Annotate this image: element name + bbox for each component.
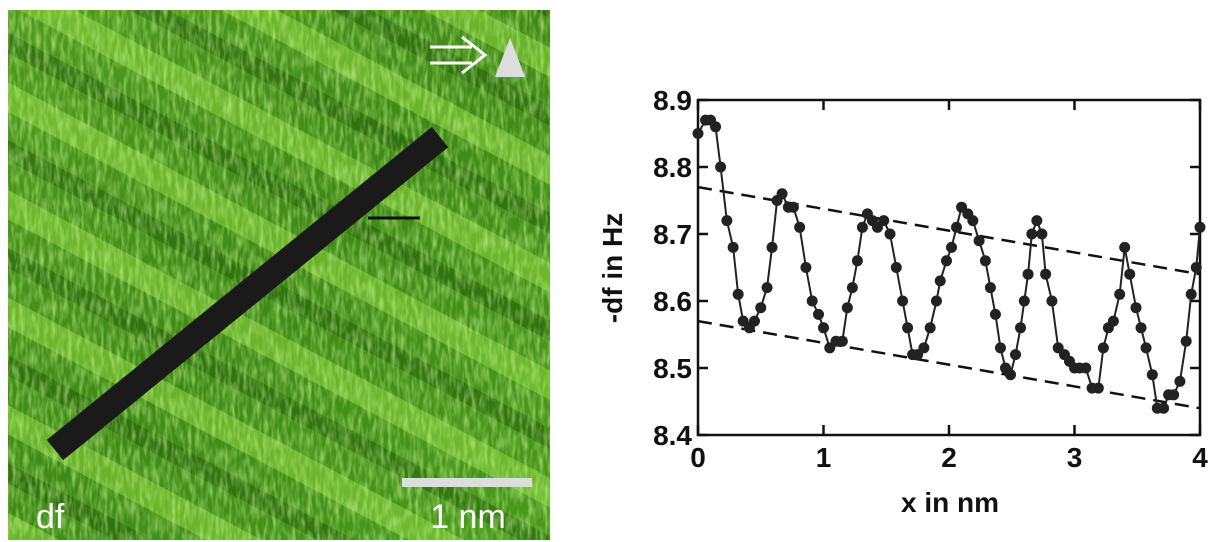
data-point xyxy=(794,221,806,233)
data-point xyxy=(1194,221,1206,233)
data-point xyxy=(710,121,722,133)
data-point xyxy=(1026,228,1038,240)
data-point xyxy=(1015,322,1027,334)
data-point xyxy=(715,161,727,173)
data-point xyxy=(924,322,936,334)
data-point xyxy=(1168,389,1180,401)
arrow xyxy=(430,35,488,75)
data-point xyxy=(1092,382,1104,394)
data-point xyxy=(1022,268,1034,280)
data-point xyxy=(946,241,958,253)
data-point xyxy=(989,308,1001,320)
data-point xyxy=(776,188,788,200)
data-point xyxy=(1031,215,1043,227)
data-point xyxy=(1046,295,1058,307)
data-point xyxy=(851,255,863,267)
data-point xyxy=(856,221,868,233)
y-tick-label: 8.9 xyxy=(653,85,692,116)
scale-bar-label: 1 nm xyxy=(430,498,506,536)
data-point xyxy=(1040,268,1052,280)
x-axis-label: x in nm xyxy=(901,487,999,518)
data-point xyxy=(1180,335,1192,347)
data-point xyxy=(836,335,848,347)
data-point xyxy=(973,235,985,247)
data-point xyxy=(727,241,739,253)
data-point xyxy=(755,302,767,314)
scale-bar xyxy=(402,478,532,487)
data-point xyxy=(918,342,930,354)
data-point xyxy=(818,322,829,334)
y-tick-label: 8.8 xyxy=(653,152,692,183)
data-point xyxy=(806,295,818,307)
data-point xyxy=(1174,375,1186,387)
data-point xyxy=(761,282,773,294)
y-tick-label: 8.6 xyxy=(653,286,692,317)
data-point xyxy=(984,282,996,294)
x-tick-label: 1 xyxy=(816,442,832,473)
data-point xyxy=(787,201,799,213)
data-point xyxy=(1146,369,1158,381)
data-point xyxy=(1119,241,1131,253)
y-tick-label: 8.4 xyxy=(653,420,692,451)
data-point xyxy=(1004,369,1016,381)
data-point xyxy=(800,262,812,273)
data-point xyxy=(748,315,760,327)
data-point xyxy=(1107,315,1119,327)
plot-frame xyxy=(696,98,1202,437)
data-point xyxy=(1190,262,1202,273)
data-point xyxy=(1097,342,1109,354)
x-tick-label: 4 xyxy=(1192,442,1208,473)
data-point xyxy=(878,215,890,227)
afm-image: 1 nm df xyxy=(8,10,550,540)
scan-direction-icon xyxy=(430,35,525,77)
tip-triangle xyxy=(495,38,525,77)
data-point xyxy=(890,262,902,273)
data-point xyxy=(1158,402,1170,414)
data-point xyxy=(766,241,778,253)
data-point xyxy=(841,302,853,314)
data-point xyxy=(692,128,704,139)
data-point xyxy=(897,295,909,307)
data-point xyxy=(951,221,963,233)
data-point xyxy=(732,288,744,300)
data-point xyxy=(1080,362,1092,374)
data-point xyxy=(721,215,733,227)
data-point xyxy=(1140,342,1152,354)
data-point xyxy=(1114,288,1126,300)
x-tick-label: 3 xyxy=(1067,442,1083,473)
profile-line xyxy=(46,126,449,461)
data-point xyxy=(1036,228,1048,240)
data-point xyxy=(1130,302,1142,314)
data-point xyxy=(902,322,914,334)
data-point xyxy=(934,275,946,287)
y-tick-label: 8.7 xyxy=(653,219,692,250)
data-point xyxy=(812,308,824,320)
x-tick-label: 0 xyxy=(690,442,706,473)
x-tick-label: 2 xyxy=(941,442,957,473)
y-axis-label: -df in Hz xyxy=(597,213,628,323)
data-point xyxy=(846,282,858,294)
y-tick-label: 8.5 xyxy=(653,353,692,384)
data-point xyxy=(884,228,896,240)
channel-label: df xyxy=(36,498,65,536)
data-point xyxy=(1010,349,1022,361)
data-point xyxy=(1185,288,1197,300)
data-point xyxy=(940,255,952,267)
dashed-guide xyxy=(697,185,1201,276)
data-point xyxy=(1124,268,1136,280)
data-point xyxy=(967,215,979,227)
data-point xyxy=(930,295,942,307)
data-point xyxy=(994,342,1006,354)
data-point xyxy=(979,255,991,267)
data-point xyxy=(1135,322,1147,334)
data-point xyxy=(1018,295,1030,307)
dashed-guide xyxy=(697,319,1201,410)
